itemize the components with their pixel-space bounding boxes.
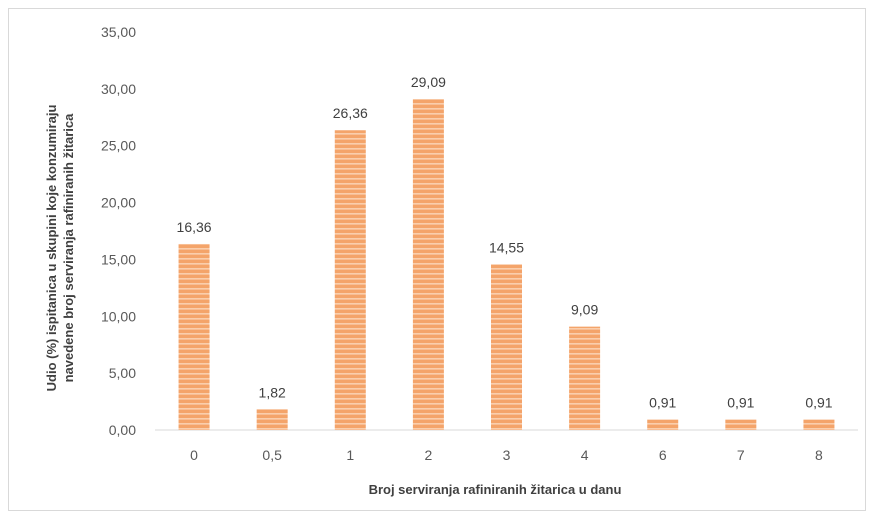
y-axis-title-line-2: navedene broj serviranja rafiniranih žit… xyxy=(61,113,76,383)
x-tick-label: 3 xyxy=(503,447,511,463)
bar xyxy=(647,419,679,430)
data-label: 14,55 xyxy=(489,240,524,256)
y-axis-title-line-1: Udio (%) ispitanica u skupini koje konzu… xyxy=(44,105,59,392)
x-tick-label: 6 xyxy=(659,447,667,463)
y-tick-label: 15,00 xyxy=(101,251,136,267)
data-label: 29,09 xyxy=(411,74,446,90)
bar xyxy=(178,243,210,430)
data-label: 0,91 xyxy=(805,395,832,411)
x-tick-label: 0,5 xyxy=(262,447,282,463)
bars xyxy=(178,99,835,430)
data-label: 0,91 xyxy=(649,395,676,411)
x-tick-label: 8 xyxy=(815,447,823,463)
x-tick-label: 4 xyxy=(581,447,589,463)
x-tick-label: 0 xyxy=(190,447,198,463)
bar xyxy=(491,264,522,430)
bar xyxy=(412,99,444,430)
x-tick-label: 2 xyxy=(424,447,432,463)
y-tick-label: 35,00 xyxy=(101,24,136,40)
x-axis-ticks: 0 0,5 1 2 3 4 6 7 8 xyxy=(190,447,823,463)
y-tick-label: 25,00 xyxy=(101,138,136,154)
data-label: 1,82 xyxy=(259,384,286,400)
data-label: 9,09 xyxy=(571,302,598,318)
data-label: 16,36 xyxy=(177,219,212,235)
x-tick-label: 1 xyxy=(346,447,354,463)
bar xyxy=(725,419,757,430)
data-label: 26,36 xyxy=(333,105,368,121)
y-tick-label: 5,00 xyxy=(109,365,136,381)
data-labels: 16,36 1,82 26,36 29,09 14,55 9,09 0,91 0,91 0,91 xyxy=(177,74,833,410)
data-label: 0,91 xyxy=(727,395,754,411)
y-tick-label: 20,00 xyxy=(101,195,136,211)
y-tick-label: 30,00 xyxy=(101,81,136,97)
y-tick-label: 0,00 xyxy=(109,422,136,438)
bar xyxy=(334,130,366,430)
bar xyxy=(256,409,288,430)
bar xyxy=(569,326,601,430)
x-axis-title: Broj serviranja rafiniranih žitarica u d… xyxy=(369,482,622,497)
y-tick-label: 10,00 xyxy=(101,308,136,324)
bar xyxy=(803,419,835,430)
y-axis-ticks: 0,00 5,00 10,00 15,00 20,00 25,00 30,00 35,00 xyxy=(101,24,136,438)
x-tick-label: 7 xyxy=(737,447,745,463)
